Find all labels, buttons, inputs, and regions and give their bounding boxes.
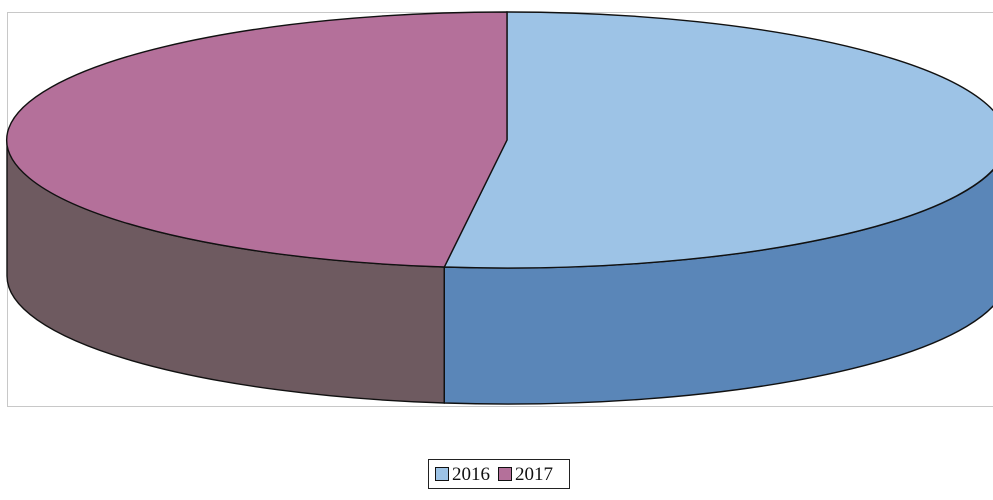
legend-swatch-2016 — [435, 467, 449, 481]
legend-swatch-2017 — [498, 467, 512, 481]
legend-label-2017: 2017 — [515, 463, 553, 485]
legend-item-2016: 2016 — [435, 465, 490, 484]
legend-label-2016: 2016 — [452, 463, 490, 485]
legend: 2016 2017 — [428, 459, 570, 489]
legend-item-2017: 2017 — [498, 465, 553, 484]
pie-slice-2017 — [5, 11, 508, 268]
pie-slice-2016 — [443, 11, 993, 269]
